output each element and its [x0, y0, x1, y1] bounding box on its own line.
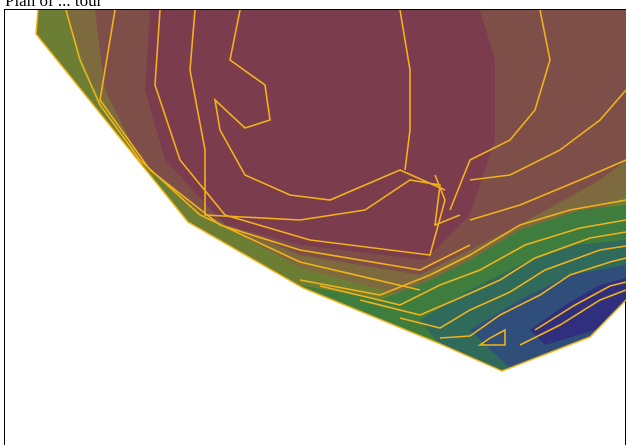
- contour-lines: [65, 10, 626, 346]
- contour-line-15: [477, 328, 506, 346]
- contour-line-5: [213, 10, 446, 201]
- contour-line-6: [399, 10, 411, 171]
- fill-deep: [470, 265, 626, 368]
- contour-line-11: [319, 219, 626, 306]
- contour-line-1: [65, 10, 421, 291]
- contour-line-8: [469, 89, 626, 181]
- contour-line-10: [299, 199, 626, 296]
- contour-line-7: [449, 10, 551, 211]
- contour-line-17: [534, 281, 626, 331]
- map-boundary: [35, 9, 627, 372]
- contour-line-14: [439, 257, 626, 339]
- contour-line-2: [99, 10, 471, 271]
- fill-high: [145, 10, 495, 260]
- contour-line-16: [519, 289, 626, 346]
- contour-line-9: [469, 159, 626, 221]
- contour-line-3: [154, 10, 446, 256]
- contour-line-13: [399, 245, 626, 329]
- caption-text: Plan of ... tour: [5, 0, 103, 10]
- contour-line-4: [189, 10, 461, 227]
- contour-line-12: [359, 231, 626, 316]
